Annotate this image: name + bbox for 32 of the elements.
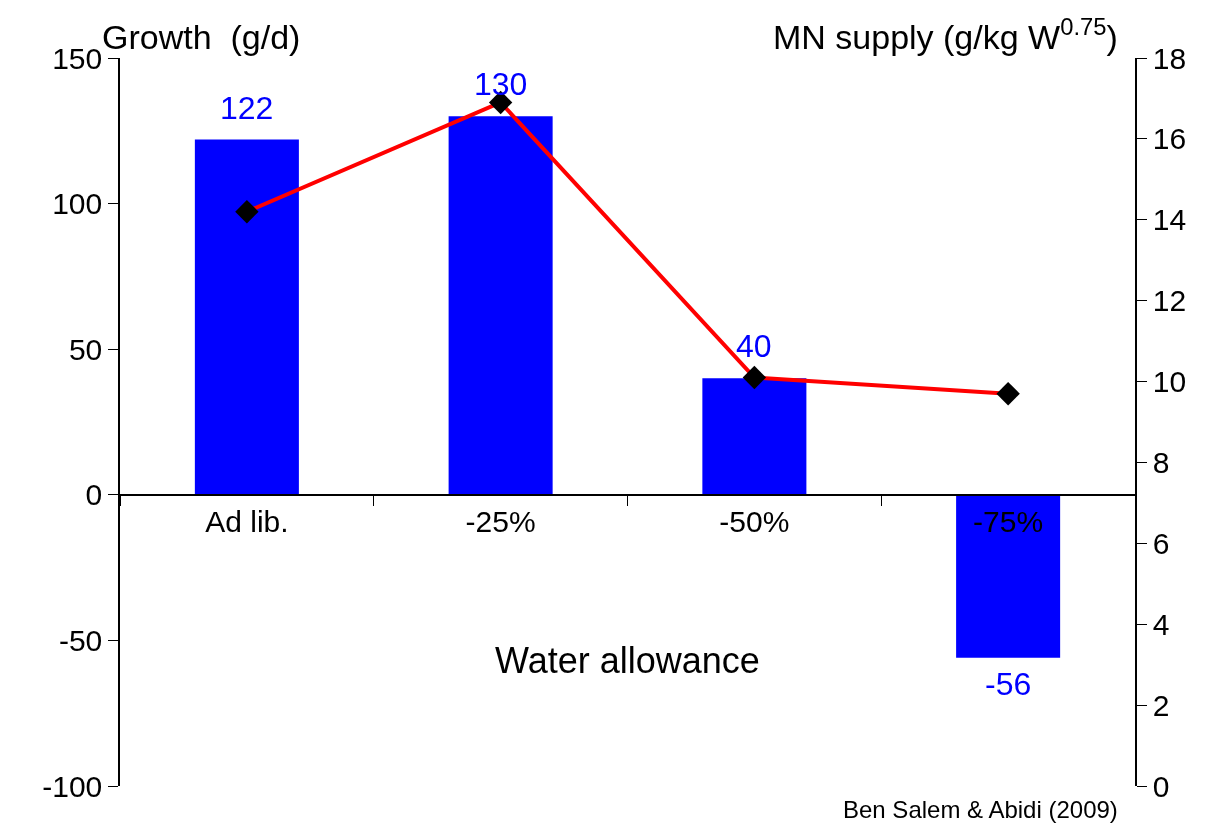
y2-tick-label: 12 [1152, 284, 1187, 318]
bar [448, 116, 553, 495]
bar [956, 494, 1061, 658]
bar [702, 378, 807, 495]
y-axis-title: Growth (g/d) [102, 18, 301, 56]
y2-tick-label: 18 [1152, 41, 1187, 75]
y-tick-label: 150 [52, 41, 103, 75]
x-axis-title: Water allowance [495, 639, 760, 681]
data-label: 130 [474, 66, 528, 102]
y2-tick-label: 6 [1152, 526, 1170, 560]
text: Ben Salem & Abidi (2009) [843, 796, 1118, 823]
y2-axis-title: MN supply (g/kg W$^{0.75}$) [773, 13, 1118, 57]
data-label: 122 [220, 90, 274, 126]
x-tick-label: -25% [465, 504, 536, 538]
y-tick-label: -100 [42, 769, 103, 803]
bar [194, 139, 299, 495]
y-tick-label: 100 [52, 187, 103, 221]
x-tick-label: Ad lib. [205, 504, 289, 538]
y-tick-label: 50 [68, 332, 103, 366]
y2-tick-label: 10 [1152, 365, 1187, 399]
y-tick-label: -50 [58, 623, 103, 657]
y2-tick-label: 2 [1152, 688, 1170, 722]
y2-tick-label: 16 [1152, 122, 1187, 156]
y-tick-label: 0 [85, 478, 103, 512]
y2-tick-label: 4 [1152, 607, 1170, 641]
y2-tick-label: 0 [1152, 769, 1170, 803]
y2-tick-label: 14 [1152, 203, 1187, 237]
x-tick-label: -50% [719, 504, 790, 538]
data-label: 40 [736, 328, 772, 364]
data-label: -56 [985, 666, 1032, 702]
x-tick-label: -75% [973, 504, 1044, 538]
y2-tick-label: 8 [1152, 445, 1170, 479]
